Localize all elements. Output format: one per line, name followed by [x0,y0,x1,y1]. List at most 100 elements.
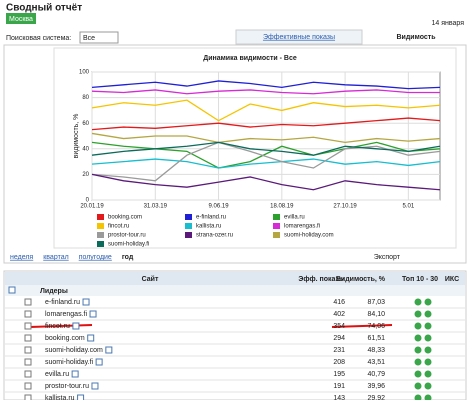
row-checkbox[interactable] [24,370,32,378]
row-checkbox[interactable] [24,334,32,342]
series-line [91,99,441,122]
legend-label: prostor-tour.ru [108,233,146,239]
legend-label: fincot.ru [108,224,129,230]
tab-label[interactable]: Видимость [397,34,437,41]
row-checkbox[interactable] [24,346,32,354]
search-select[interactable] [79,31,119,44]
region-label[interactable]: Москва [9,16,33,23]
x-tick-label: 9.06.19 [209,204,230,210]
legend-swatch [185,214,192,220]
collapse-icon[interactable] [8,286,16,294]
x-tick-label: 20.01.19 [80,204,104,210]
tab[interactable] [235,29,363,45]
site-name[interactable]: evilla.ru [45,371,69,378]
top-icon[interactable] [414,358,422,366]
region-button[interactable] [6,13,36,24]
column-header: Видимость, % [336,276,386,283]
y-tick-label: 0 [86,198,90,204]
chart-title: Динамика видимости - Все [203,55,297,62]
date: 14 января [431,20,464,27]
top-icon[interactable] [414,370,422,378]
external-link-icon[interactable] [87,334,95,342]
export-link[interactable]: Экспорт [374,254,401,261]
visibility: 61,51 [367,335,385,342]
row-checkbox[interactable] [24,382,32,390]
x-tick-label: 31.03.19 [144,204,168,210]
top-icon[interactable] [424,346,432,354]
annotation-underline [29,324,93,328]
y-tick-label: 20 [82,172,89,178]
period-link[interactable]: неделя [10,254,33,261]
external-link-icon[interactable] [71,370,79,378]
top-icon[interactable] [414,298,422,306]
visibility: 48,33 [367,347,385,354]
top-icon[interactable] [424,310,432,318]
legend-label: evilla.ru [284,215,305,221]
impressions: 416 [333,299,345,306]
external-link-icon[interactable] [95,358,103,366]
series-line [91,117,441,131]
series-line [91,141,441,169]
period-link[interactable]: полугодие [79,254,112,261]
site-name[interactable]: booking.com [45,335,85,342]
page-title: Сводный отчёт [6,3,82,14]
series-line [91,141,441,182]
column-header: ИКС [445,276,459,283]
row-checkbox[interactable] [24,298,32,306]
tab-label[interactable]: Эффективные показы [263,34,335,41]
top-icon[interactable] [424,322,432,330]
y-tick-label: 40 [82,146,89,152]
external-link-icon[interactable] [82,298,90,306]
legend-swatch [185,223,192,229]
top-icon[interactable] [424,334,432,342]
legend-swatch [185,232,192,238]
external-link-icon[interactable] [72,322,80,330]
period-link[interactable]: год [122,254,134,261]
series-line [91,158,441,169]
y-tick-label: 80 [82,95,89,101]
top-icon[interactable] [424,358,432,366]
y-axis-label: видимость, % [73,114,80,159]
top-icon[interactable] [414,346,422,354]
period-link[interactable]: квартал [43,254,68,261]
legend-label: suomi-holiday.com [284,233,334,239]
row-checkbox[interactable] [24,394,32,402]
row-checkbox[interactable] [24,358,32,366]
top-icon[interactable] [424,298,432,306]
site-name[interactable]: e-finland.ru [45,299,80,306]
search-label: Поисковая система: [6,35,71,42]
external-link-icon[interactable] [77,394,85,402]
top-icon[interactable] [414,382,422,390]
row-checkbox[interactable] [24,310,32,318]
x-tick-label: 18.08.19 [270,204,294,210]
top-icon[interactable] [414,322,422,330]
legend-swatch [97,232,104,238]
site-name[interactable]: prostor-tour.ru [45,383,89,390]
visibility: 40,79 [367,371,385,378]
impressions: 195 [333,371,345,378]
impressions: 231 [333,347,345,354]
external-link-icon[interactable] [91,382,99,390]
top-icon[interactable] [424,382,432,390]
legend-label: lomarengas.fi [284,224,320,230]
visibility: 29,92 [367,395,385,400]
column-header: Топ 10 - 30 [402,276,438,283]
table-header [5,272,465,285]
site-name[interactable]: kallista.ru [45,395,75,402]
site-name[interactable]: lomarengas.fi [45,311,87,318]
site-name[interactable]: suomi-holiday.fi [45,359,94,366]
site-name[interactable]: fincot.ru [45,323,70,330]
top-icon[interactable] [414,334,422,342]
y-tick-label: 60 [82,121,89,127]
site-name[interactable]: suomi-holiday.com [45,347,103,354]
external-link-icon[interactable] [89,310,97,318]
search-value[interactable]: Все [83,35,95,42]
top-icon[interactable] [414,310,422,318]
y-tick-label: 100 [79,70,90,76]
group-row [5,285,465,296]
external-link-icon[interactable] [105,346,113,354]
top-icon[interactable] [424,370,432,378]
row-checkbox[interactable] [24,322,32,330]
